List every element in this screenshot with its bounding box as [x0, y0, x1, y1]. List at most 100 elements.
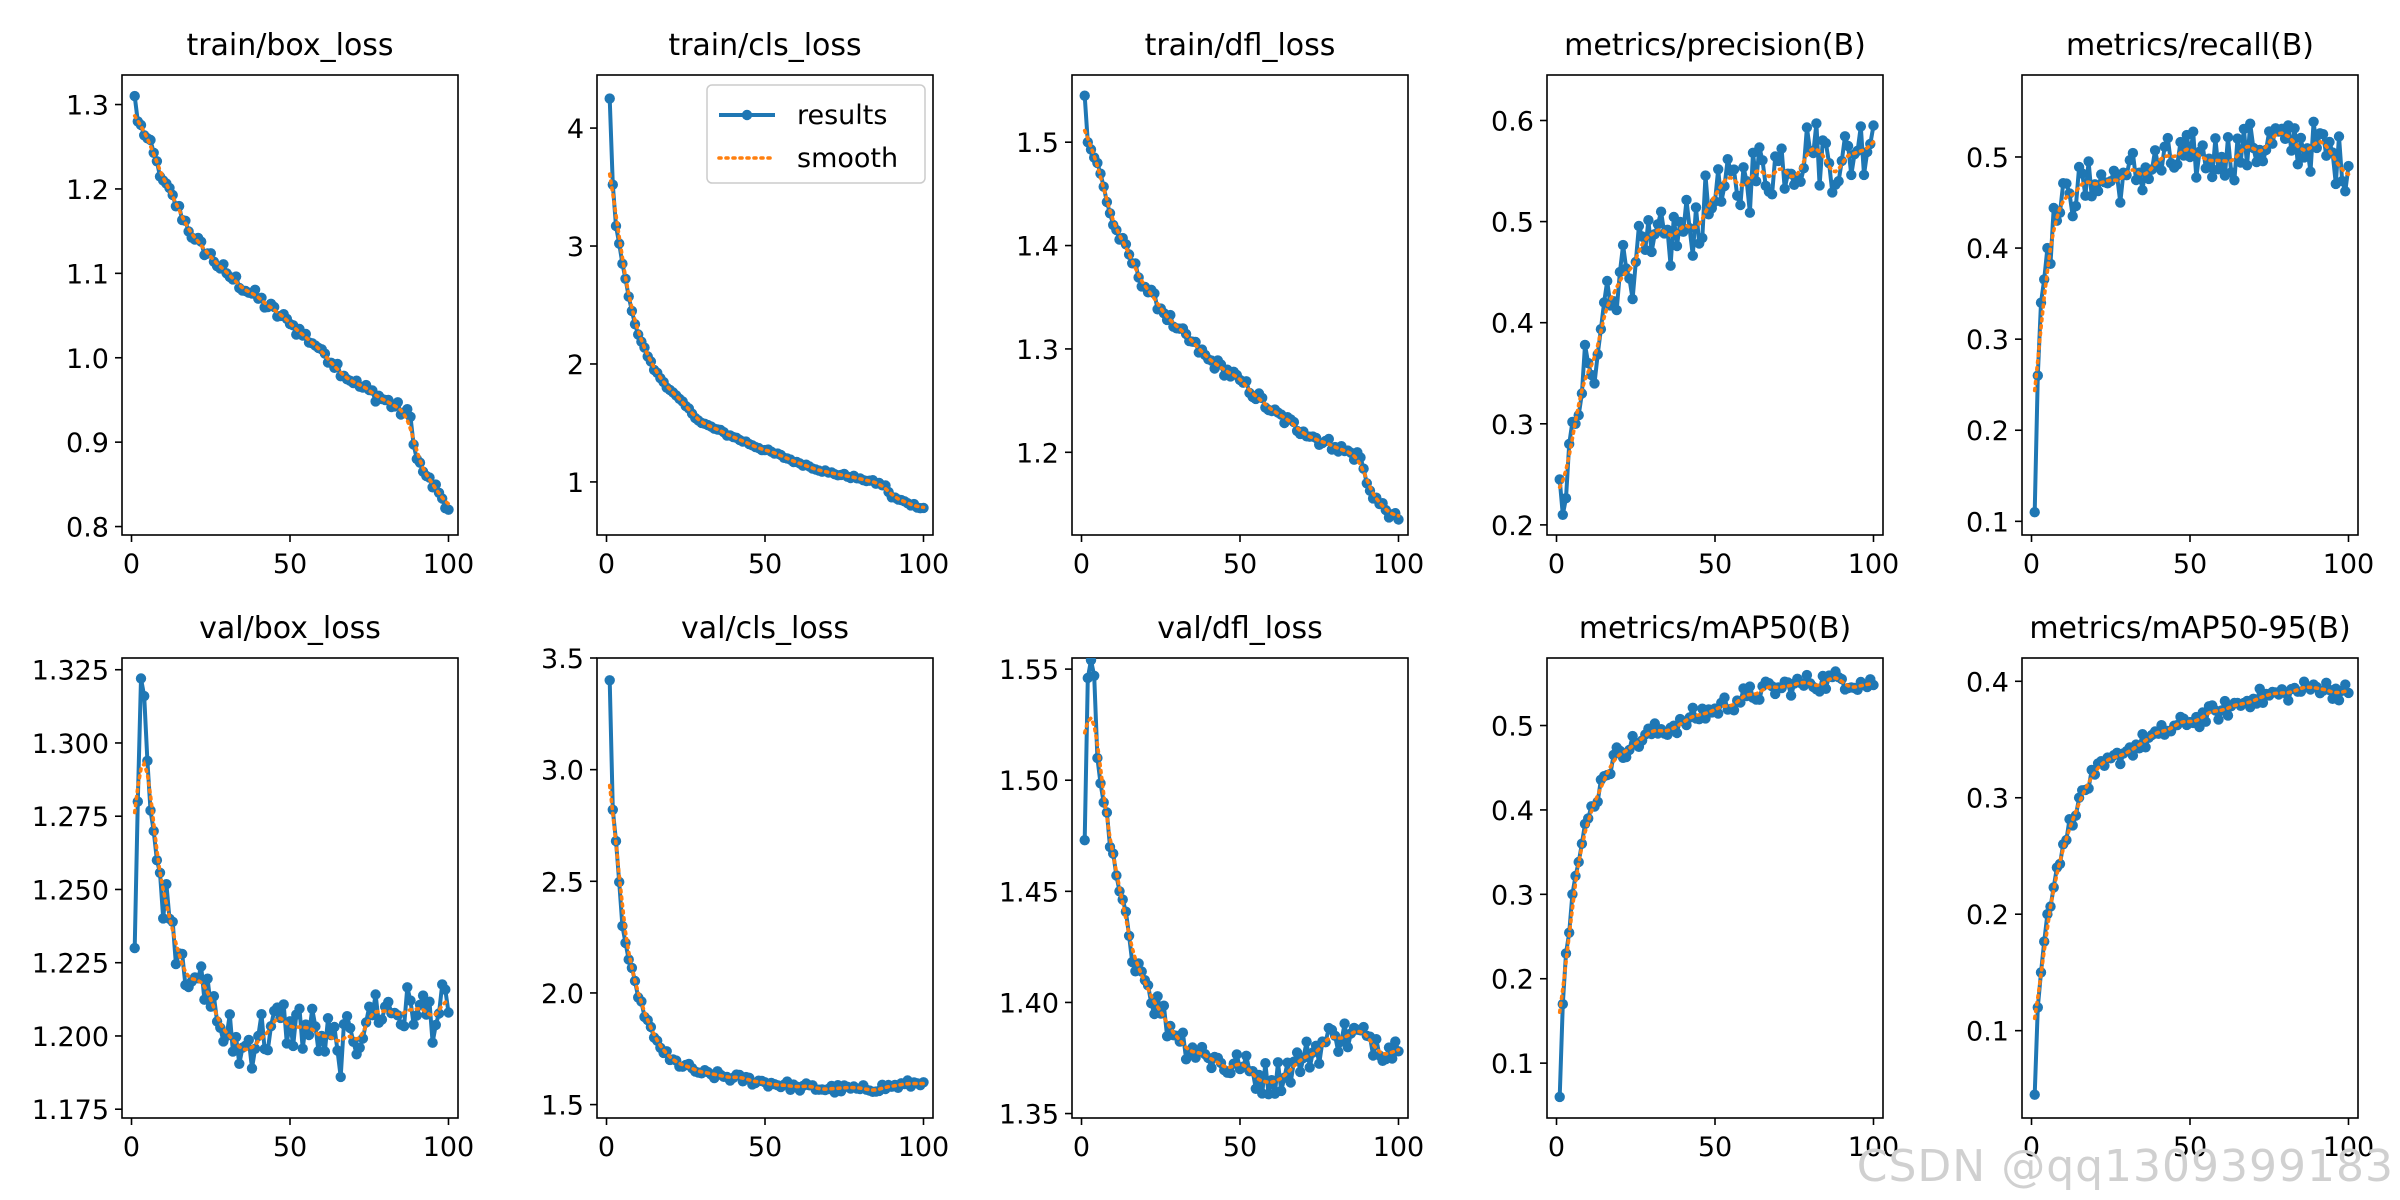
- results-point: [1358, 1021, 1369, 1033]
- results-point: [1687, 250, 1699, 261]
- results-point: [1716, 196, 1727, 207]
- results-point: [2257, 697, 2269, 708]
- y-tick-label: 1.200: [32, 1022, 109, 1053]
- results-point: [2115, 197, 2126, 208]
- results-point: [335, 1071, 346, 1083]
- chart-panel-metrics-map50-b-: metrics/mAP50(B) 0 50 100 0.1 0.2 0.3 0.4 0.5: [1491, 611, 1899, 1163]
- x-tick-label: 50: [1223, 549, 1257, 580]
- results-point: [2191, 172, 2202, 183]
- results-point: [1719, 180, 1730, 192]
- plot-area: [1079, 658, 1404, 1100]
- results-point: [1611, 304, 1622, 316]
- results-point: [1795, 176, 1806, 187]
- x-tick-label: 50: [1698, 549, 1732, 580]
- plot-area: [1079, 90, 1404, 525]
- legend: results smooth: [706, 84, 926, 184]
- y-tick-label: 0.1: [1491, 1049, 1534, 1080]
- results-point: [202, 973, 213, 984]
- results-point: [411, 1010, 422, 1021]
- results-point: [2127, 147, 2139, 159]
- x-tick-label: 100: [2323, 549, 2375, 580]
- results-point: [2067, 211, 2078, 222]
- results-point: [1776, 143, 1787, 154]
- x-tick-label: 0: [123, 549, 140, 580]
- chart-panel-val-box-loss: val/box_loss 0 50 100 1.175 1.200 1.225 1.250 1.…: [32, 611, 475, 1163]
- results-point: [405, 995, 416, 1006]
- csdn-watermark: CSDN @qq1309399183: [1856, 1141, 2394, 1192]
- y-tick-label: 1.35: [999, 1100, 1059, 1131]
- y-tick-label: 2.0: [541, 979, 584, 1010]
- results-point: [2292, 159, 2303, 170]
- results-point: [2333, 695, 2345, 706]
- chart-title: train/box_loss: [186, 28, 393, 63]
- results-point: [2298, 152, 2310, 163]
- results-series-line: [2032, 679, 2351, 1095]
- y-tick-label: 0.9: [66, 428, 109, 459]
- results-point: [1627, 293, 1638, 305]
- results-point: [332, 1045, 343, 1056]
- y-tick-label: 1.325: [32, 656, 109, 687]
- chart-title: metrics/mAP50(B): [1579, 611, 1851, 646]
- plot-area: [604, 93, 929, 514]
- x-tick-label: 100: [898, 1132, 950, 1163]
- results-point: [443, 504, 454, 515]
- y-tick-label: 3.0: [541, 756, 584, 787]
- results-point: [303, 1029, 315, 1041]
- results-point: [230, 271, 242, 282]
- results-point: [2092, 185, 2104, 197]
- legend-results-marker: [741, 109, 753, 121]
- results-point: [2029, 1089, 2040, 1100]
- results-point: [319, 1046, 331, 1057]
- results-point: [1681, 194, 1692, 206]
- y-tick-label: 1.55: [999, 655, 1059, 686]
- results-point: [1241, 1050, 1252, 1062]
- chart-panel-train-dfl-loss: train/dfl_loss 0 50 100 1.2 1.3 1.4 1.5: [1016, 28, 1424, 580]
- results-point: [1868, 679, 1879, 691]
- results-point: [2340, 679, 2351, 690]
- results-point: [424, 996, 435, 1007]
- y-tick-label: 0.1: [1966, 507, 2009, 538]
- results-point: [1858, 169, 1870, 181]
- x-tick-label: 50: [2173, 1132, 2207, 1163]
- x-tick-label: 50: [273, 549, 307, 580]
- chart-title: train/dfl_loss: [1145, 28, 1336, 63]
- results-point: [1855, 121, 1867, 132]
- results-point: [2035, 967, 2047, 978]
- chart-panel-val-dfl-loss: val/dfl_loss 0 50 100 1.35 1.40 1.45 1.50 1.55: [999, 611, 1424, 1163]
- y-tick-label: 1.4: [1016, 232, 1059, 263]
- results-point: [1079, 90, 1090, 101]
- x-tick-label: 0: [1548, 549, 1565, 580]
- results-point: [1735, 199, 1746, 211]
- results-point: [1697, 232, 1708, 244]
- results-point: [1589, 378, 1600, 389]
- results-point: [2257, 156, 2269, 167]
- results-point: [1839, 131, 1851, 142]
- x-tick-label: 0: [123, 1132, 140, 1163]
- results-point: [1643, 215, 1654, 226]
- results-point: [1773, 155, 1784, 167]
- results-point: [1253, 1069, 1265, 1081]
- results-point: [2175, 136, 2186, 148]
- y-tick-label: 0.3: [1966, 325, 2009, 356]
- y-tick-label: 1.50: [999, 766, 1059, 797]
- results-point: [1304, 1062, 1315, 1073]
- results-point: [1295, 1066, 1306, 1078]
- results-series-line: [1557, 669, 1876, 1097]
- smooth-series-line: [1557, 676, 1876, 1014]
- results-point: [1323, 433, 1335, 445]
- results-point: [234, 1058, 245, 1070]
- y-tick-label: 1.5: [1016, 128, 1059, 159]
- results-point: [1260, 1058, 1271, 1069]
- results-point: [1671, 240, 1683, 252]
- legend-results-label: results: [797, 100, 887, 131]
- results-point: [1557, 509, 1569, 520]
- chart-panel-val-cls-loss: val/cls_loss 0 50 100 1.5 2.0 2.5 3.0 3.5: [541, 611, 949, 1163]
- results-point: [288, 1040, 299, 1052]
- results-point: [2241, 160, 2253, 171]
- x-tick-label: 100: [1373, 1132, 1425, 1163]
- smooth-series-line: [2032, 131, 2351, 393]
- results-point: [354, 1042, 365, 1054]
- legend-smooth-label: smooth: [797, 143, 898, 174]
- results-point: [1579, 339, 1591, 351]
- y-tick-label: 1.3: [66, 91, 109, 122]
